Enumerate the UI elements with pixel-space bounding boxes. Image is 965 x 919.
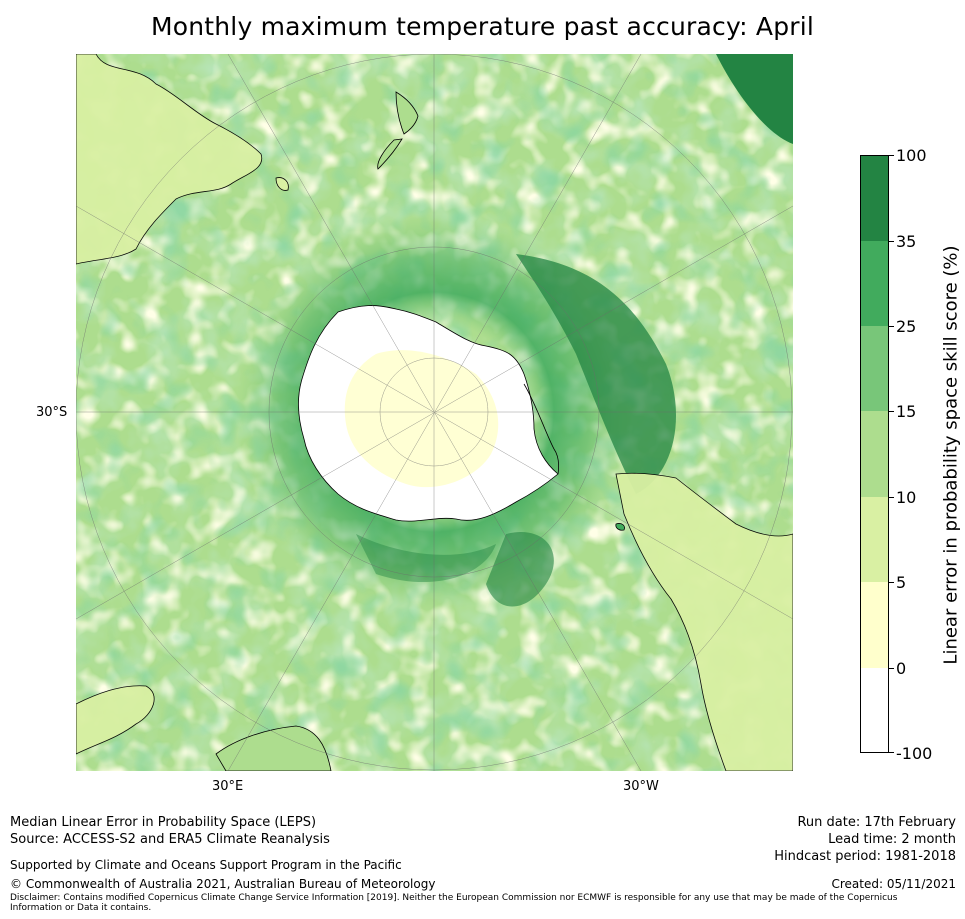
colorbar-tick-label: 10 [896,488,917,507]
colorbar-tick [889,668,894,669]
africa-land [76,685,155,755]
colorbar-segment-neg100-0 [860,668,889,753]
footer-description: Median Linear Error in Probability Space… [10,815,317,830]
antarctica-shading [344,350,499,488]
colorbar-frame [860,155,889,753]
high-skill-region-southeast [486,532,554,607]
footer-run-date: Run date: 17th February [797,815,956,830]
tasmania [275,177,289,191]
lat-label-30s: 30°S [36,405,68,420]
footer-hindcast-period: Hindcast period: 1981-2018 [774,849,956,864]
footer-lead-time: Lead time: 2 month [828,832,956,847]
colorbar-tick-label: 0 [896,659,907,678]
colorbar-segment-0-5 [860,582,889,668]
antarctic-peninsula [523,383,560,475]
colorbar-tick [889,326,894,327]
map-title: Monthly maximum temperature past accurac… [150,12,815,41]
south-america-land [615,472,793,771]
footer-disclaimer: Disclaimer: Contains modified Copernicus… [10,893,898,913]
colorbar-tick [889,411,894,412]
footer-supported: Supported by Climate and Oceans Support … [10,858,402,872]
colorbar-tick-label: 25 [896,317,917,336]
australia-land [76,54,263,265]
colorbar-segment-35-100 [860,155,889,241]
colorbar-segment-5-10 [860,497,889,582]
falkland-islands [615,523,625,531]
colorbar-tick [889,497,894,498]
high-skill-region-east [516,254,676,494]
footer-created-date: Created: 05/11/2021 [831,877,956,891]
high-skill-corner [716,54,793,144]
colorbar-tick [889,241,894,242]
high-skill-region-south [356,534,496,583]
map-panel [76,54,793,771]
polar-map [76,54,793,771]
colorbar-tick-label: 35 [896,232,917,251]
colorbar-tick-label: 15 [896,402,917,421]
lon-label-30e: 30°E [212,779,244,794]
colorbar-tick [889,752,894,753]
footer-copyright: © Commonwealth of Australia 2021, Austra… [10,877,436,891]
graticule [76,54,793,771]
new-zealand-north [395,91,419,135]
footer-source: Source: ACCESS-S2 and ERA5 Climate Reana… [10,832,330,847]
colorbar-tick [889,155,894,156]
colorbar-tick-label: 5 [896,573,907,592]
madagascar [215,725,332,771]
colorbar-tick [889,582,894,583]
colorbar-segment-15-25 [860,326,889,411]
lon-label-30w: 30°W [623,779,659,794]
colorbar [860,155,889,753]
colorbar-tick-label: -100 [896,744,933,763]
colorbar-title: Linear error in probability space skill … [940,245,962,665]
colorbar-tick-label: 100 [896,146,927,165]
new-zealand-south [377,138,403,170]
colorbar-segment-25-35 [860,241,889,326]
colorbar-segment-10-15 [860,411,889,497]
